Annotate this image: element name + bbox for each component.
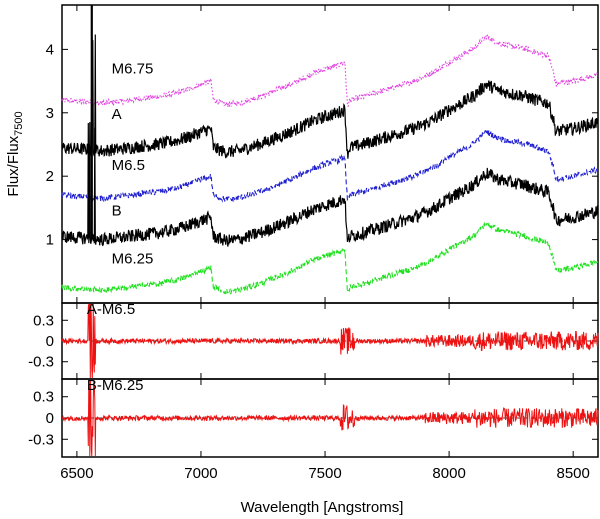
x-tick-label: 7000: [184, 465, 217, 482]
panel-label-A-M6.5: A-M6.5: [87, 301, 135, 318]
main-y-tick-label: 2: [46, 168, 54, 185]
main-y-tick-label: 4: [46, 41, 54, 58]
B-M6.25-y-tick-label: 0.3: [33, 389, 54, 406]
B-M6.25-y-tick-label: 0: [46, 410, 54, 427]
series-B: [61, 122, 599, 247]
x-tick-label: 8000: [432, 465, 465, 482]
residual-series-A-M6.5: [61, 303, 599, 379]
residual-panel-b: 0.3 0 -0.3 6500 7000 7500 8000 8500 B-M6.25: [28, 377, 599, 482]
series-label-A: A: [112, 106, 122, 123]
x-axis-label: Wavelength [Angstroms]: [241, 499, 404, 516]
series-label-M6.75: M6.75: [112, 60, 154, 77]
series-M6.75: [61, 34, 599, 108]
main-y-tick-label: 3: [46, 105, 54, 122]
series-M6.5: [61, 130, 599, 203]
main-panel: 1 2 3 4 M6.75 A M6.5 B M6.25: [46, 4, 599, 304]
y-axis-label-subscript: 7500: [13, 111, 25, 135]
series-A: [61, 34, 599, 159]
series-M6.25: [61, 221, 599, 295]
A-M6.5-y-tick-label: 0: [46, 333, 54, 350]
x-tick-label: 6500: [60, 465, 93, 482]
y-axis-label-main: Flux/Flux: [5, 135, 22, 196]
main-y-tick-label: 1: [46, 232, 54, 249]
x-tick-label: 7500: [308, 465, 341, 482]
residual-series-B-M6.25: [61, 379, 599, 457]
panel-label-B-M6.25: B-M6.25: [87, 377, 144, 394]
A-M6.5-y-tick-label: 0.3: [33, 312, 54, 329]
B-M6.25-y-tick-label: -0.3: [28, 431, 54, 448]
series-label-M6.25: M6.25: [112, 251, 154, 268]
x-tick-label: 8500: [556, 465, 589, 482]
residual-panel-a: 0.3 0 -0.3 A-M6.5: [28, 301, 599, 380]
y-axis-label: Flux/Flux7500: [5, 111, 25, 196]
A-M6.5-y-tick-label: -0.3: [28, 354, 54, 371]
series-label-B: B: [112, 203, 122, 220]
series-label-M6.5: M6.5: [112, 157, 145, 174]
